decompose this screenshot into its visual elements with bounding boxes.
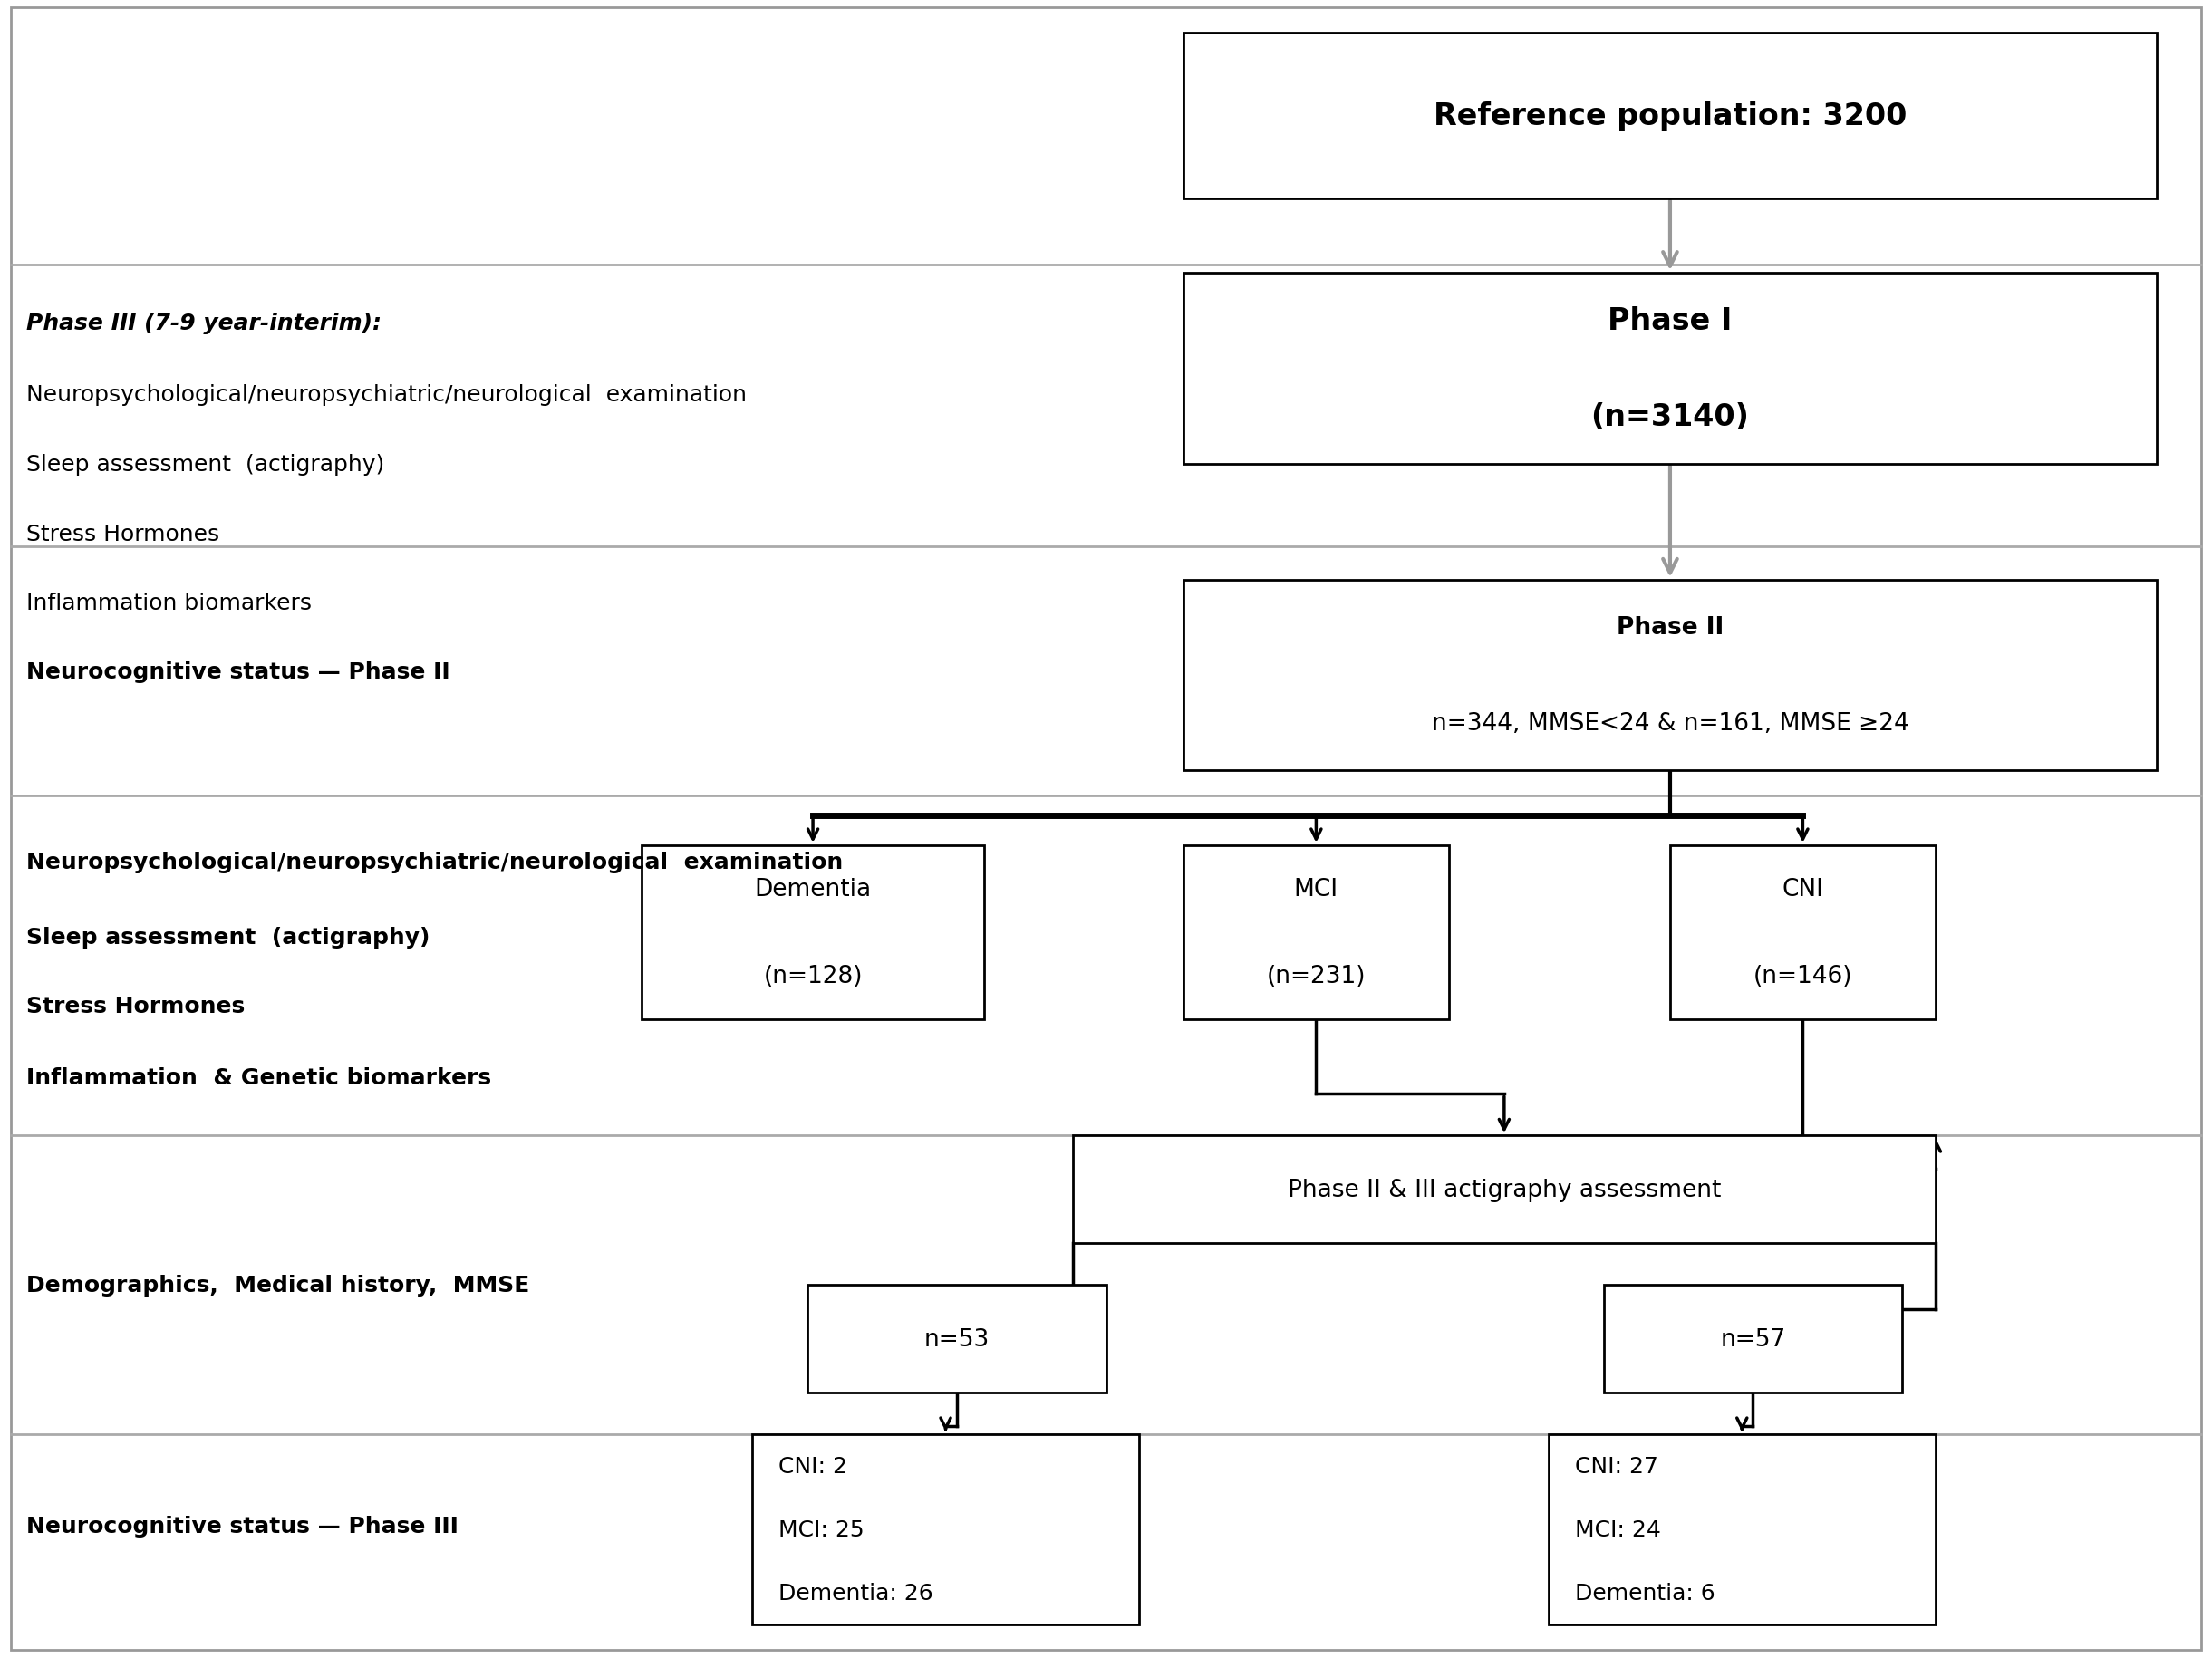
Text: Stress Hormones: Stress Hormones [27, 522, 219, 545]
FancyBboxPatch shape [641, 846, 984, 1020]
Text: Phase II: Phase II [1617, 617, 1723, 640]
Text: Phase I: Phase I [1608, 307, 1732, 337]
Text: (n=128): (n=128) [763, 965, 863, 988]
Text: Phase III (7-9 year-interim):: Phase III (7-9 year-interim): [27, 312, 383, 335]
Text: Phase II & III actigraphy assessment: Phase II & III actigraphy assessment [1287, 1177, 1721, 1202]
Text: MCI: 24: MCI: 24 [1575, 1519, 1661, 1540]
FancyBboxPatch shape [1183, 846, 1449, 1020]
FancyBboxPatch shape [1183, 274, 2157, 464]
FancyBboxPatch shape [807, 1285, 1106, 1393]
Text: Inflammation  & Genetic biomarkers: Inflammation & Genetic biomarkers [27, 1066, 491, 1089]
Text: MCI: MCI [1294, 877, 1338, 900]
Text: CNI: 27: CNI: 27 [1575, 1456, 1659, 1477]
Text: Dementia: 26: Dementia: 26 [779, 1582, 933, 1603]
Text: Neuropsychological/neuropsychiatric/neurological  examination: Neuropsychological/neuropsychiatric/neur… [27, 851, 843, 874]
Text: Neuropsychological/neuropsychiatric/neurological  examination: Neuropsychological/neuropsychiatric/neur… [27, 383, 748, 406]
Text: Reference population: 3200: Reference population: 3200 [1433, 101, 1907, 131]
Text: (n=231): (n=231) [1267, 965, 1365, 988]
FancyBboxPatch shape [752, 1434, 1139, 1625]
FancyBboxPatch shape [1183, 580, 2157, 771]
Text: Sleep assessment  (actigraphy): Sleep assessment (actigraphy) [27, 453, 385, 476]
FancyBboxPatch shape [1183, 33, 2157, 199]
Text: CNI: CNI [1783, 877, 1823, 900]
Text: Neurocognitive status — Phase III: Neurocognitive status — Phase III [27, 1514, 458, 1537]
Text: n=344, MMSE<24 & n=161, MMSE ≥24: n=344, MMSE<24 & n=161, MMSE ≥24 [1431, 711, 1909, 734]
Text: Demographics,  Medical history,  MMSE: Demographics, Medical history, MMSE [27, 1273, 529, 1297]
FancyBboxPatch shape [1073, 1136, 1936, 1244]
FancyBboxPatch shape [1548, 1434, 1936, 1625]
Text: (n=146): (n=146) [1754, 965, 1851, 988]
Text: n=53: n=53 [925, 1326, 989, 1351]
Text: CNI: 2: CNI: 2 [779, 1456, 847, 1477]
Text: MCI: 25: MCI: 25 [779, 1519, 865, 1540]
Text: Inflammation biomarkers: Inflammation biomarkers [27, 592, 312, 615]
Text: Sleep assessment  (actigraphy): Sleep assessment (actigraphy) [27, 925, 429, 948]
Text: Dementia: Dementia [754, 877, 872, 900]
Text: Neurocognitive status — Phase II: Neurocognitive status — Phase II [27, 660, 451, 683]
Text: Stress Hormones: Stress Hormones [27, 995, 246, 1018]
FancyBboxPatch shape [1604, 1285, 1902, 1393]
FancyBboxPatch shape [1670, 846, 1936, 1020]
Text: Dementia: 6: Dementia: 6 [1575, 1582, 1714, 1603]
Text: n=57: n=57 [1721, 1326, 1785, 1351]
Text: (n=3140): (n=3140) [1590, 401, 1750, 431]
